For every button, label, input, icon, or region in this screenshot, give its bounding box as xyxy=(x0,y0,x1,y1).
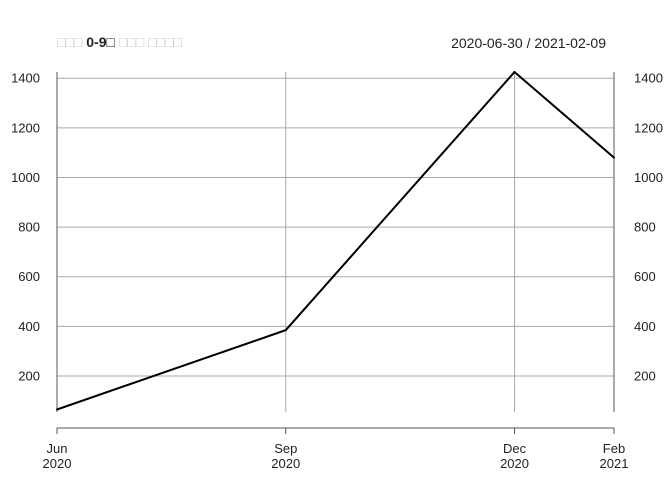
y-tick-label-left: 800 xyxy=(18,220,40,235)
data-point xyxy=(284,329,287,332)
chart-title: □□□ 0-9□ □□□ □□□□ xyxy=(57,34,182,50)
y-tick-label-right: 1400 xyxy=(634,71,663,86)
grid-layer xyxy=(56,72,615,412)
chart-title-suffix: □□□ □□□□ xyxy=(115,34,183,50)
axis-layer: 200 200 400 400 600 600 800 800 1000 1000 1200 1200… xyxy=(11,71,663,471)
data-point xyxy=(513,71,516,73)
date-range-label: 2020-06-30 / 2021-02-09 xyxy=(451,35,606,51)
y-tick-label-left: 1400 xyxy=(11,71,40,86)
y-tick-label-right: 600 xyxy=(634,269,656,284)
y-tick-label-left: 600 xyxy=(18,269,40,284)
x-tick-label-month: Feb xyxy=(603,441,625,456)
chart-title-prefix: □□□ xyxy=(57,34,86,50)
y-tick-label-left: 1000 xyxy=(11,170,40,185)
y-tick-label-left: 200 xyxy=(18,369,40,384)
y-tick-label-left: 400 xyxy=(18,319,40,334)
y-tick-label-right: 400 xyxy=(634,319,656,334)
data-point xyxy=(613,156,615,159)
series-line xyxy=(56,70,615,411)
y-tick-label-left: 1200 xyxy=(11,120,40,135)
y-tick-label-right: 1000 xyxy=(634,170,663,185)
chart-title-bold: 0-9□ xyxy=(86,34,115,50)
x-tick-label-year: 2021 xyxy=(600,456,629,471)
x-tick-label-year: 2020 xyxy=(500,456,529,471)
series-layer xyxy=(56,70,615,411)
x-tick-label-month: Jun xyxy=(47,441,68,456)
x-tick-label-year: 2020 xyxy=(43,456,72,471)
y-tick-label-right: 800 xyxy=(634,220,656,235)
y-tick-label-right: 200 xyxy=(634,369,656,384)
data-point xyxy=(56,408,58,411)
y-tick-label-right: 1200 xyxy=(634,120,663,135)
x-tick-label-month: Sep xyxy=(274,441,297,456)
x-tick-label-year: 2020 xyxy=(271,456,300,471)
x-tick-label-month: Dec xyxy=(503,441,527,456)
